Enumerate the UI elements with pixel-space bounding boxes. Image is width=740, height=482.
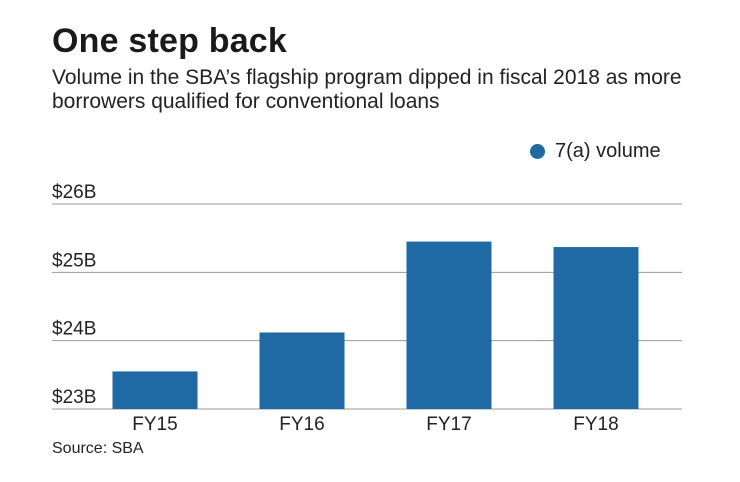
x-tick-label: FY18 <box>573 414 618 435</box>
chart-subtitle: Volume in the SBA’s flagship program dip… <box>52 66 682 113</box>
source-note: Source: SBA <box>52 440 144 457</box>
y-axis-ticks: $23B $24B $25B $26B <box>52 182 96 408</box>
legend-marker <box>530 144 545 159</box>
y-tick-label: $26B <box>52 182 96 203</box>
bar-fy18 <box>553 247 639 409</box>
x-tick-label: FY15 <box>132 414 177 435</box>
chart-title: One step back <box>52 22 288 60</box>
x-tick-label: FY16 <box>279 414 324 435</box>
legend-label: 7(a) volume <box>555 140 661 162</box>
x-tick-label: FY17 <box>426 414 471 435</box>
y-tick-label: $24B <box>52 319 96 340</box>
bar-fy17 <box>406 241 492 409</box>
y-tick-label: $25B <box>52 250 96 271</box>
x-axis-labels: FY15 FY16 FY17 FY18 <box>132 414 618 435</box>
bar-fy15 <box>112 371 198 409</box>
legend: 7(a) volume <box>530 140 661 163</box>
bars <box>112 241 639 409</box>
bar-fy16 <box>259 332 345 409</box>
y-tick-label: $23B <box>52 387 96 408</box>
